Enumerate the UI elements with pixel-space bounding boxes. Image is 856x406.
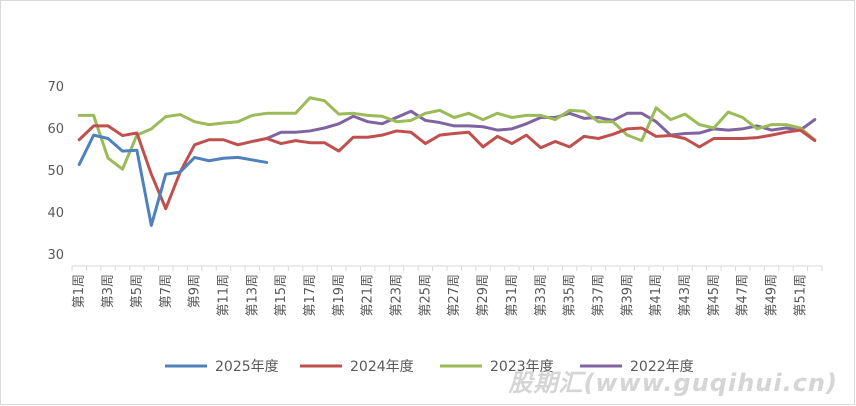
- legend-label: 2024年度: [350, 359, 414, 375]
- x-tick-label: 第35周: [563, 274, 578, 317]
- legend: 2025年度 2024年度 2023年度 2022年度: [165, 359, 694, 375]
- x-tick-label: 第45周: [707, 274, 722, 317]
- x-tick-label: 第41周: [649, 274, 664, 317]
- y-axis-labels: 30 40 50 60 70: [47, 80, 64, 263]
- series-lines: [77, 96, 817, 227]
- series-line: [77, 96, 817, 171]
- y-tick-label: 40: [47, 206, 64, 221]
- y-tick-label: 30: [47, 248, 64, 263]
- x-tick-label: 第9周: [188, 274, 203, 308]
- series-line: [77, 133, 269, 227]
- x-tick-label: 第47周: [736, 274, 751, 317]
- x-tick-label: 第1周: [72, 274, 87, 308]
- x-tick-label: 第7周: [159, 274, 174, 308]
- x-tick-label: 第15周: [274, 274, 289, 317]
- x-tick-label: 第51周: [793, 274, 808, 317]
- x-tick-label: 第23周: [390, 274, 405, 317]
- x-tick-label: 第31周: [505, 274, 520, 317]
- series-line: [265, 109, 817, 140]
- x-tick-label: 第27周: [447, 274, 462, 317]
- x-tick-label: 第19周: [332, 274, 347, 317]
- legend-label: 2022年度: [630, 359, 694, 375]
- legend-label: 2023年度: [490, 359, 554, 375]
- x-tick-label: 第25周: [418, 274, 433, 317]
- x-tick-label: 第29周: [476, 274, 491, 317]
- legend-label: 2025年度: [215, 359, 279, 375]
- y-tick-label: 70: [47, 80, 64, 95]
- series-line: [77, 124, 817, 211]
- x-tick-label: 第33周: [534, 274, 549, 317]
- y-tick-label: 50: [47, 164, 64, 179]
- x-tick-label: 第43周: [678, 274, 693, 317]
- x-tick-label: 第21周: [361, 274, 376, 317]
- x-tick-label: 第3周: [101, 274, 116, 308]
- x-tick-label: 第13周: [245, 274, 260, 317]
- x-tick-label: 第11周: [216, 274, 231, 317]
- y-tick-label: 60: [47, 122, 64, 137]
- x-tick-label: 第39周: [620, 274, 635, 317]
- x-axis: 第1周 第3周 第5周 第7周 第9周 第11周 第13周 第15周 第17周 第19周 第21周第…: [71, 265, 823, 317]
- x-tick-label: 第17周: [303, 274, 318, 317]
- x-tick-label: 第5周: [130, 274, 145, 308]
- x-tick-label: 第37周: [591, 274, 606, 317]
- x-tick-label: 第49周: [765, 274, 780, 317]
